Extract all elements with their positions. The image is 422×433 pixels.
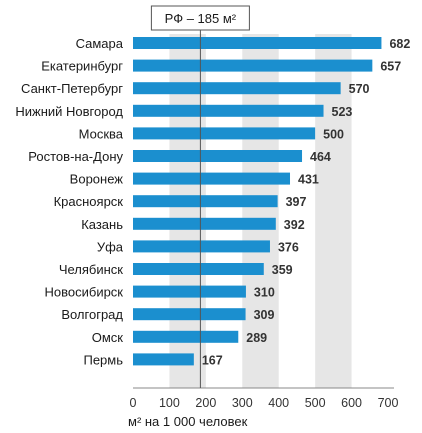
bar (133, 104, 324, 117)
category-label: Самара (76, 36, 124, 51)
bar (133, 353, 194, 366)
data-label: 289 (246, 331, 267, 345)
category-label: Омск (92, 330, 124, 345)
bar (133, 82, 341, 95)
reference-line-group: РФ – 185 м² (150, 5, 250, 388)
x-tick-label: 300 (232, 396, 253, 410)
data-label: 682 (389, 37, 410, 51)
x-tick-label: 600 (341, 396, 362, 410)
data-label: 500 (323, 127, 344, 141)
category-label: Воронеж (70, 172, 124, 187)
value-labels: 682 657 570 523 500 464 431 397 392 376 359 310 309 2… (202, 37, 411, 367)
category-label: Уфа (97, 239, 124, 254)
data-label: 570 (349, 82, 370, 96)
data-label: 310 (254, 286, 275, 300)
data-label: 392 (284, 218, 305, 232)
bar (133, 195, 278, 208)
data-label: 464 (310, 150, 331, 164)
x-axis-title: м² на 1 000 человек (128, 414, 248, 429)
category-label: Екатеринбург (41, 59, 123, 74)
x-axis: 0 100 200 300 400 500 600 700 (130, 387, 399, 410)
category-label: Новосибирск (45, 285, 124, 300)
bars (133, 37, 382, 366)
data-label: 657 (380, 60, 401, 74)
data-label: 167 (202, 353, 223, 367)
bar (133, 172, 291, 185)
bar (133, 308, 246, 321)
category-label: Челябинск (59, 262, 123, 277)
category-labels: Самара Екатеринбург Санкт-Петербург Нижний … (15, 36, 123, 367)
data-label: 309 (254, 308, 275, 322)
x-tick-label: 400 (268, 396, 289, 410)
reference-label-box (150, 5, 250, 31)
data-label: 397 (286, 195, 307, 209)
data-label: 359 (272, 263, 293, 277)
category-label: Казань (81, 217, 123, 232)
category-label: Пермь (83, 352, 123, 367)
bar (133, 150, 303, 162)
bar (133, 330, 239, 343)
data-label: 523 (332, 105, 353, 119)
bar (133, 217, 276, 230)
bar (133, 240, 270, 253)
x-tick-label: 100 (159, 396, 180, 410)
reference-label: РФ – 185 м² (165, 11, 237, 26)
x-tick-label: 0 (130, 396, 137, 410)
data-label: 376 (278, 240, 299, 254)
x-tick-label: 500 (305, 396, 326, 410)
category-label: Москва (79, 126, 124, 141)
x-tick-label: 200 (195, 396, 216, 410)
bar (133, 285, 246, 298)
bar (133, 37, 382, 49)
bar (133, 59, 373, 72)
category-label: Волгоград (61, 307, 123, 322)
category-label: Красноярск (54, 194, 124, 209)
category-label: Нижний Новгород (15, 104, 123, 119)
category-label: Санкт-Петербург (21, 81, 123, 96)
data-label: 431 (298, 173, 319, 187)
bar (133, 127, 316, 140)
category-label: Ростов-на-Дону (28, 149, 123, 164)
bar (133, 263, 264, 275)
x-tick-label: 700 (378, 396, 399, 410)
